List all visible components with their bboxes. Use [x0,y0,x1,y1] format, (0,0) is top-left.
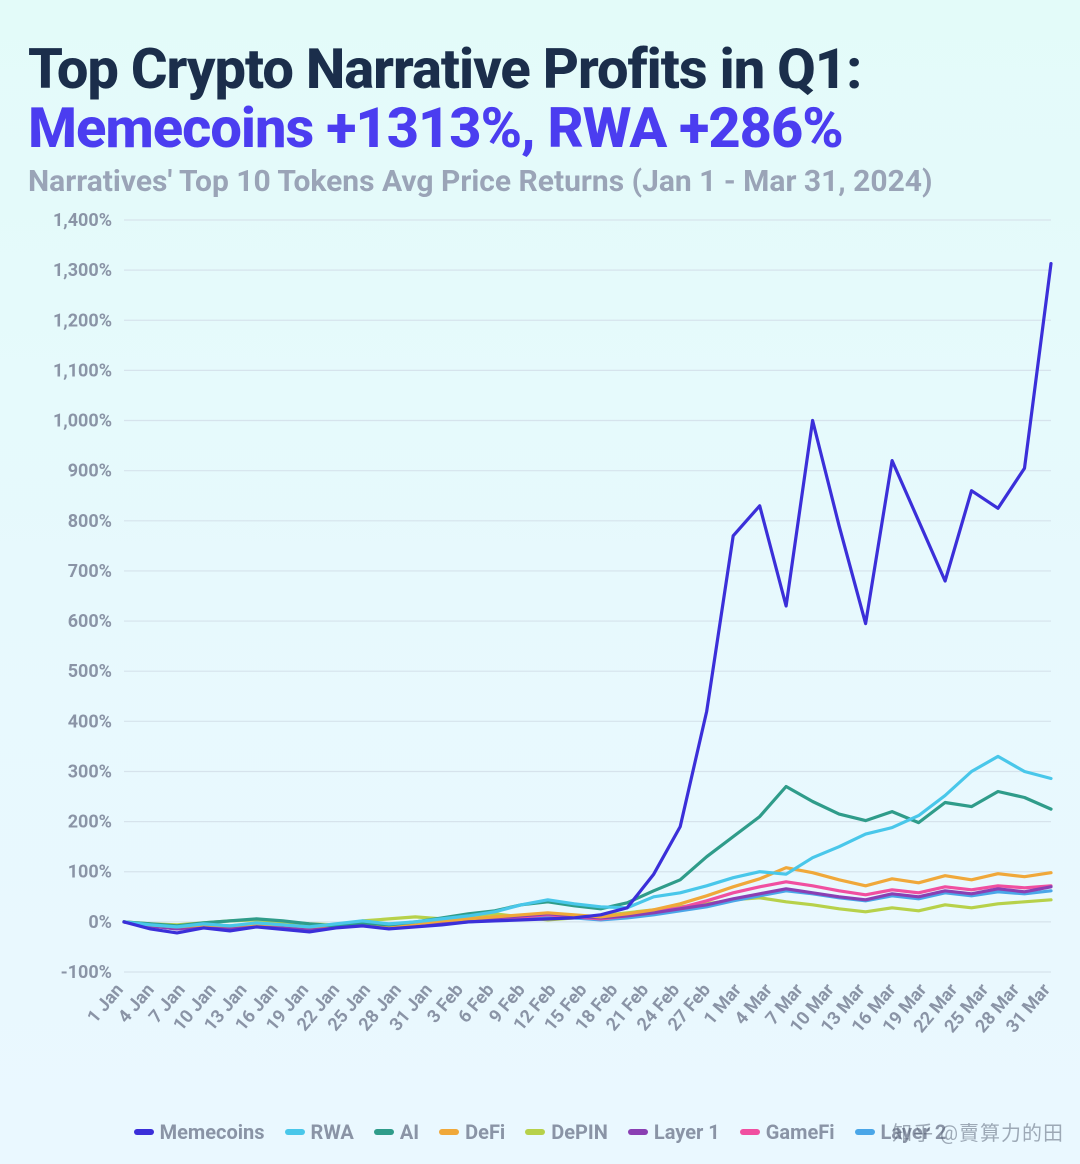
legend-swatch [628,1129,648,1135]
line-chart: -100% 0% 100% 200% 300% 400% 500% 600% 700% 800% 9… [14,210,1066,1102]
series-rwa [124,756,1051,927]
legend-label: AI [400,1120,419,1144]
legend-item-memecoins: Memecoins [134,1120,265,1144]
legend-swatch [285,1129,305,1135]
legend-label: DeFi [465,1120,505,1144]
legend-swatch [134,1129,154,1135]
y-tick-label: 1,400% [53,210,112,231]
legend-label: DePIN [551,1120,608,1144]
y-tick-label: 900% [68,461,112,482]
legend-swatch [855,1129,875,1135]
y-tick-label: 500% [68,661,112,682]
chart-title-line2: Memecoins +1313%, RWA +286% [28,99,1060,158]
legend-swatch [374,1129,394,1135]
y-tick-label: 300% [68,761,112,782]
legend-item-gamefi: GameFi [740,1120,835,1144]
title-block: Top Crypto Narrative Profits in Q1: Meme… [28,40,1060,199]
y-tick-label: -100% [61,962,112,983]
legend-label: Memecoins [160,1120,265,1144]
legend-item-ai: AI [374,1120,419,1144]
chart-title-line1: Top Crypto Narrative Profits in Q1: [28,40,1060,99]
legend-label: GameFi [766,1120,835,1144]
legend-swatch [525,1129,545,1135]
y-tick-label: 0% [88,912,112,933]
legend-label: RWA [311,1120,354,1144]
y-tick-label: 400% [68,711,112,732]
y-tick-label: 600% [68,611,112,632]
legend-item-layer1: Layer 1 [628,1120,720,1144]
y-tick-label: 1,300% [53,260,112,281]
legend-item-depin: DePIN [525,1120,608,1144]
y-tick-label: 700% [68,561,112,582]
chart-area: -100% 0% 100% 200% 300% 400% 500% 600% 700% 800% 9… [14,210,1066,1102]
y-tick-label: 800% [68,511,112,532]
y-tick-label: 100% [68,862,112,883]
legend-swatch [439,1129,459,1135]
y-tick-label: 1,100% [53,360,112,381]
watermark-text: 知乎 @賣算力的田 [892,1117,1064,1146]
y-tick-label: 1,000% [53,411,112,432]
series-memecoins [124,264,1051,933]
legend-label: Layer 1 [654,1120,720,1144]
y-tick-label: 1,200% [53,310,112,331]
legend-swatch [740,1129,760,1135]
chart-subtitle: Narratives' Top 10 Tokens Avg Price Retu… [28,164,1060,199]
legend-item-rwa: RWA [285,1120,354,1144]
y-tick-label: 200% [68,812,112,833]
legend-item-defi: DeFi [439,1120,505,1144]
